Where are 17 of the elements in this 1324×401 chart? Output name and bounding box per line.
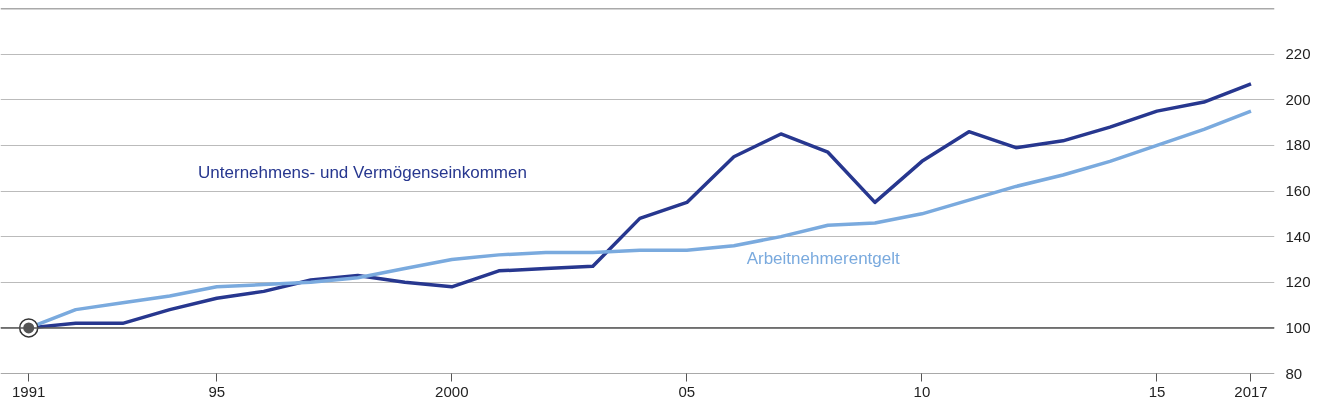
x-tick-label: 05	[678, 382, 696, 400]
y-tick-label: 180	[1285, 136, 1311, 154]
y-tick-label: 80	[1285, 364, 1303, 382]
x-tick-label: 2017	[1234, 382, 1268, 400]
y-tick-label: 200	[1285, 90, 1311, 108]
x-tick-label: 2000	[435, 382, 469, 400]
x-tick-label: 15	[1148, 382, 1166, 400]
y-tick-label: 140	[1285, 227, 1311, 245]
x-tick-label: 10	[913, 382, 931, 400]
x-tick-label: 1991	[12, 382, 46, 400]
y-tick-label: 120	[1285, 273, 1311, 291]
y-tick-label: 220	[1285, 45, 1311, 63]
series-label: Arbeitnehmerentgelt	[746, 248, 901, 268]
y-tick-label: 160	[1285, 182, 1311, 199]
x-tick-label: 95	[208, 382, 226, 400]
text: Unternehmens- und Vermögenseinkommen	[198, 163, 527, 183]
y-tick-label: 100	[1285, 318, 1311, 336]
